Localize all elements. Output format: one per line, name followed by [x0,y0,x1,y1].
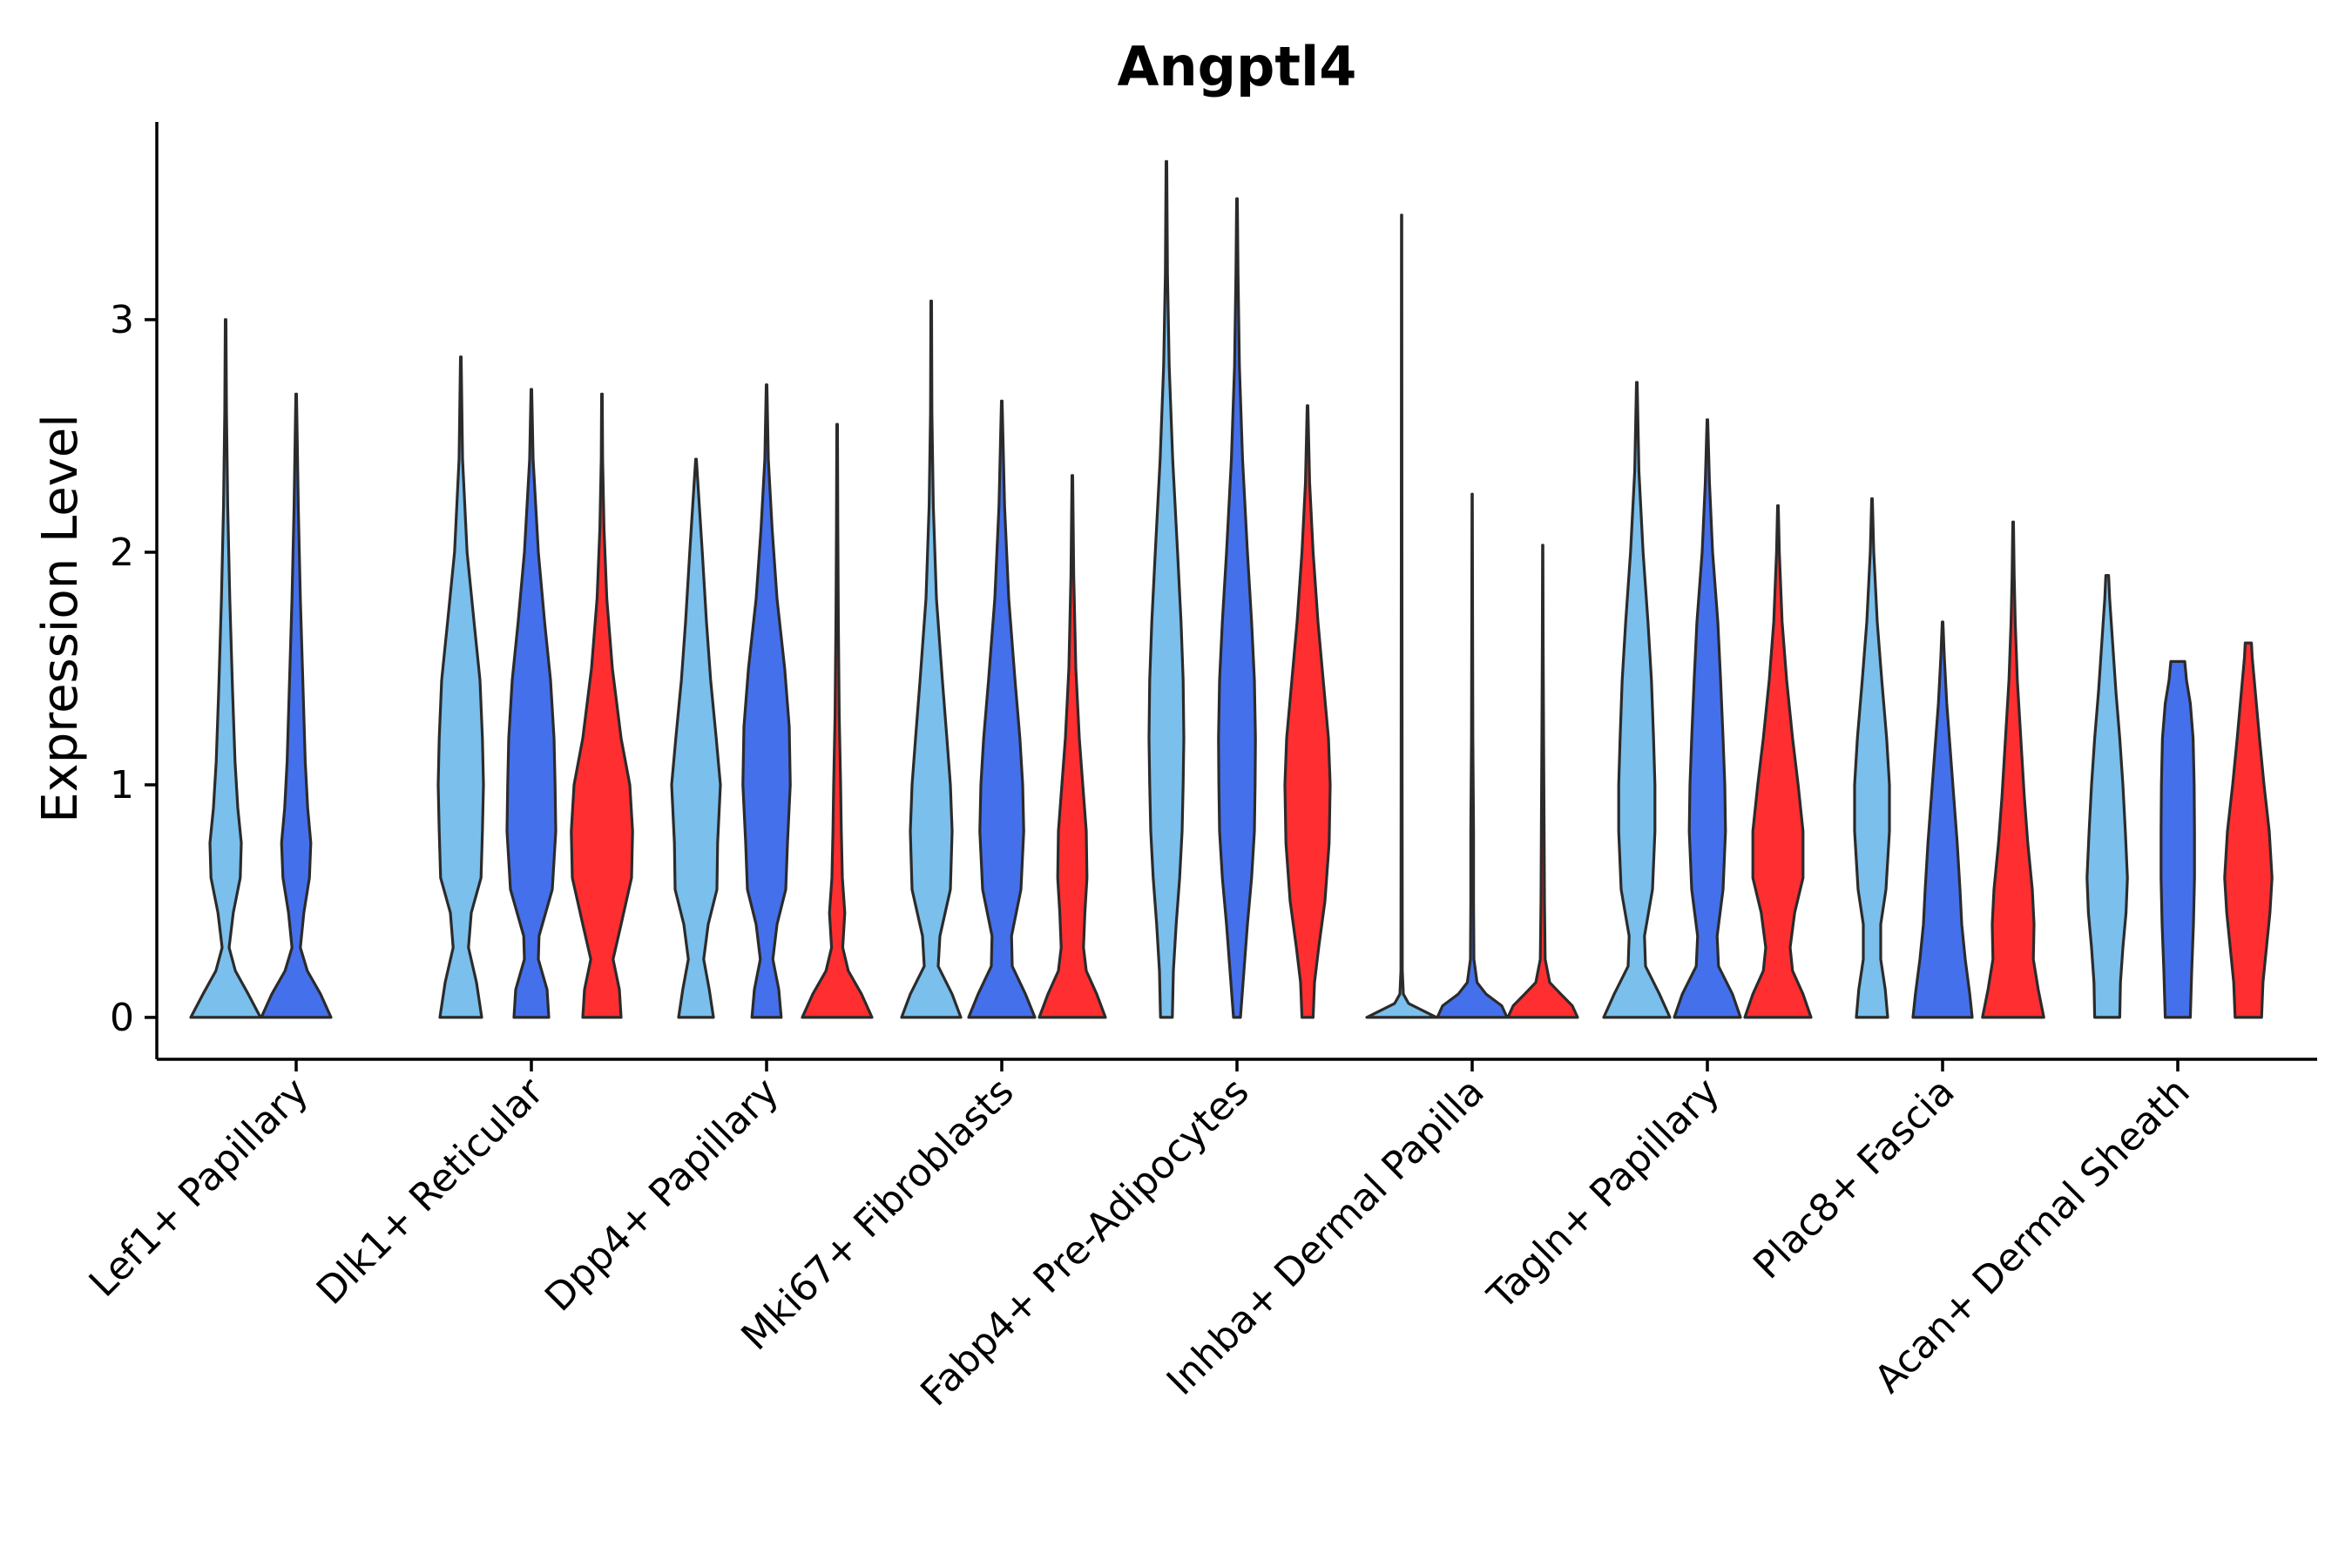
violin-acan-dermal-sheath-group-3 [2223,641,2274,1019]
violin-dpp4-papillary-group-3 [801,422,874,1019]
violin-acan-dermal-sheath-group-2 [2159,659,2196,1019]
y-tick-label-3: 3 [110,298,134,342]
violin-plac8-fascia-group-2 [1911,620,1974,1019]
violin-dpp4-papillary-group-2 [741,383,792,1019]
violin-dpp4-papillary-group-1 [670,457,722,1019]
violin-dlk1-reticular-group-2 [505,388,558,1019]
violin-fabp4-pre-adipocytes-group-1 [1147,159,1186,1019]
violin-layer [189,159,2274,1019]
y-axis-label: Expression Level [32,414,89,823]
violin-lef1-papillary-group-2 [260,392,333,1019]
y-tick-label-0: 0 [110,996,134,1040]
violin-tagln-papillary-group-1 [1602,381,1672,1019]
violin-inhba-dermal-papilla-group-2 [1436,492,1509,1019]
violin-dlk1-reticular-group-1 [436,355,485,1019]
violin-dlk1-reticular-group-3 [570,392,634,1019]
violin-fabp4-pre-adipocytes-group-3 [1283,404,1332,1019]
violin-plac8-fascia-group-1 [1853,497,1891,1019]
violin-fabp4-pre-adipocytes-group-2 [1217,197,1257,1019]
violin-mki67-fibroblasts-group-2 [967,399,1037,1019]
y-tick-label-2: 2 [110,531,134,575]
violin-mki67-fibroblasts-group-3 [1037,474,1107,1019]
violin-mki67-fibroblasts-group-1 [900,300,963,1019]
violin-acan-dermal-sheath-group-1 [2085,574,2129,1019]
violin-tagln-papillary-group-2 [1673,418,1742,1019]
y-tick-label-1: 1 [110,763,134,808]
violin-tagln-papillary-group-3 [1743,504,1813,1019]
violin-inhba-dermal-papilla-group-1 [1365,213,1438,1019]
chart-title: Angptl4 [1118,35,1357,98]
violin-plac8-fascia-group-3 [1981,520,2045,1019]
violin-inhba-dermal-papilla-group-3 [1506,544,1579,1019]
violin-lef1-papillary-group-1 [189,318,262,1019]
